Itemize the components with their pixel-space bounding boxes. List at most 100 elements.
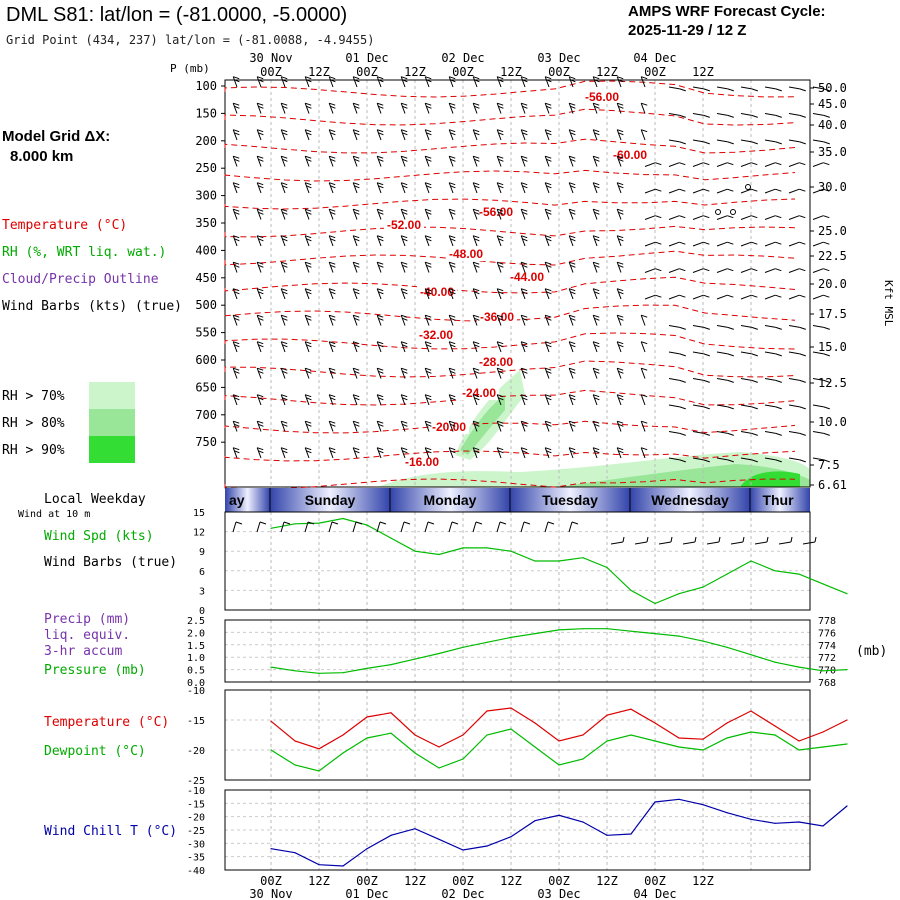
barb-feather	[655, 162, 662, 166]
barb-staff	[448, 76, 454, 88]
weekday-label: Sunday	[305, 492, 356, 508]
barb-staff	[716, 268, 728, 273]
wind-barb	[400, 208, 408, 220]
wind-panel-tick-label: 15	[193, 508, 205, 519]
barb-feather	[570, 317, 576, 321]
barb-feather	[306, 158, 312, 162]
barb-staff	[616, 341, 622, 353]
barb-feather	[521, 367, 528, 371]
barb-staff	[592, 315, 598, 326]
pressure-series-point	[846, 669, 848, 671]
barb-feather	[449, 341, 456, 345]
wind-barb	[692, 431, 710, 436]
barb-staff	[764, 351, 776, 355]
kft-tick-label: 12.5	[818, 376, 847, 390]
barb-feather	[617, 102, 624, 106]
temperature-series-point	[270, 720, 272, 722]
barb-staff	[256, 521, 261, 533]
wind-barb	[716, 378, 734, 383]
barb-feather	[427, 521, 435, 525]
barb-staff	[232, 156, 238, 167]
barb-feather	[401, 394, 408, 398]
barb-staff	[592, 129, 598, 141]
wind-barb	[304, 261, 312, 273]
barb-feather	[570, 211, 576, 215]
legend-rh90: RH > 90%	[2, 443, 65, 458]
barb-staff	[520, 447, 526, 459]
wind-barb	[472, 129, 480, 141]
barb-staff	[496, 421, 502, 432]
barb-feather	[703, 114, 710, 118]
isotherm-label-bg	[507, 271, 547, 284]
barb-feather	[775, 406, 782, 410]
temp-panel-tick-label: -10	[187, 686, 205, 697]
barb-staff	[568, 288, 574, 300]
top-hour-label: 00Z	[548, 65, 570, 79]
barb-staff	[716, 325, 728, 328]
barb-feather	[497, 341, 504, 345]
wind-barb	[668, 294, 686, 300]
barb-feather	[257, 341, 264, 345]
barb-feather	[330, 450, 336, 454]
wind-barb	[692, 86, 710, 92]
barb-staff	[256, 421, 262, 432]
wind-barb	[764, 241, 782, 247]
pressure-tick-label: 600	[195, 353, 217, 367]
barb-staff	[544, 447, 550, 459]
barb-feather	[283, 521, 291, 525]
pressure-panel-right-tick-label: 774	[818, 641, 836, 652]
wind-barb	[692, 404, 710, 410]
barb-staff	[304, 368, 310, 379]
wind-barb	[448, 208, 456, 220]
barb-feather	[569, 447, 576, 451]
wind-speed-series-point	[294, 523, 296, 525]
barb-feather	[545, 155, 552, 159]
barb-staff	[328, 103, 334, 114]
wind-barb	[376, 420, 384, 432]
barb-feather	[282, 132, 288, 136]
barb-staff	[304, 421, 310, 432]
barb-feather	[401, 235, 408, 239]
barb-staff	[568, 262, 574, 273]
barb-staff	[592, 156, 598, 167]
wind-barb	[788, 325, 806, 330]
barb-staff	[400, 394, 406, 406]
surface-wind-barb	[568, 521, 579, 533]
barb-feather	[258, 264, 264, 268]
wind-barb	[280, 341, 288, 353]
pressure-series-point	[438, 652, 440, 655]
barb-feather	[570, 291, 576, 295]
barb-staff	[788, 378, 800, 381]
barb-staff	[568, 421, 574, 432]
barb-feather	[475, 521, 483, 525]
barb-staff	[472, 394, 478, 406]
barb-staff	[472, 103, 478, 114]
barb-feather	[823, 188, 830, 192]
wind-barb	[328, 341, 336, 353]
barb-staff	[400, 262, 406, 273]
barb-staff	[280, 421, 286, 432]
rh80-swatch	[89, 409, 135, 436]
wind-barb	[568, 155, 576, 167]
wind-barb	[640, 367, 648, 379]
isotherm-label-bg	[476, 356, 516, 369]
barb-feather	[617, 208, 624, 212]
wind-barb	[328, 155, 336, 167]
wind-barb	[304, 235, 312, 247]
barb-staff	[352, 394, 358, 406]
wind-barb	[400, 367, 408, 379]
barb-feather	[617, 261, 624, 265]
barb-staff	[424, 182, 430, 194]
barb-feather	[281, 102, 288, 106]
rh-shade-mid-core	[460, 395, 505, 455]
barb-staff	[592, 394, 598, 406]
bottom-day-label: 01 Dec	[345, 887, 388, 900]
barb-staff	[788, 351, 800, 355]
barb-feather	[498, 370, 504, 374]
barb-feather	[259, 521, 267, 525]
wind-barb	[472, 420, 480, 432]
barb-feather	[545, 447, 552, 451]
barb-feather	[330, 211, 336, 215]
wind-barb	[232, 76, 240, 88]
pressure-tick-label: 350	[195, 216, 217, 230]
